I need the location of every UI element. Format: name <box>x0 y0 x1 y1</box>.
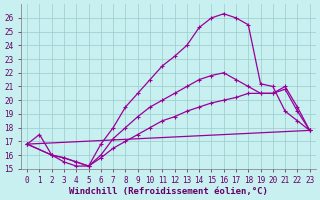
X-axis label: Windchill (Refroidissement éolien,°C): Windchill (Refroidissement éolien,°C) <box>69 187 268 196</box>
